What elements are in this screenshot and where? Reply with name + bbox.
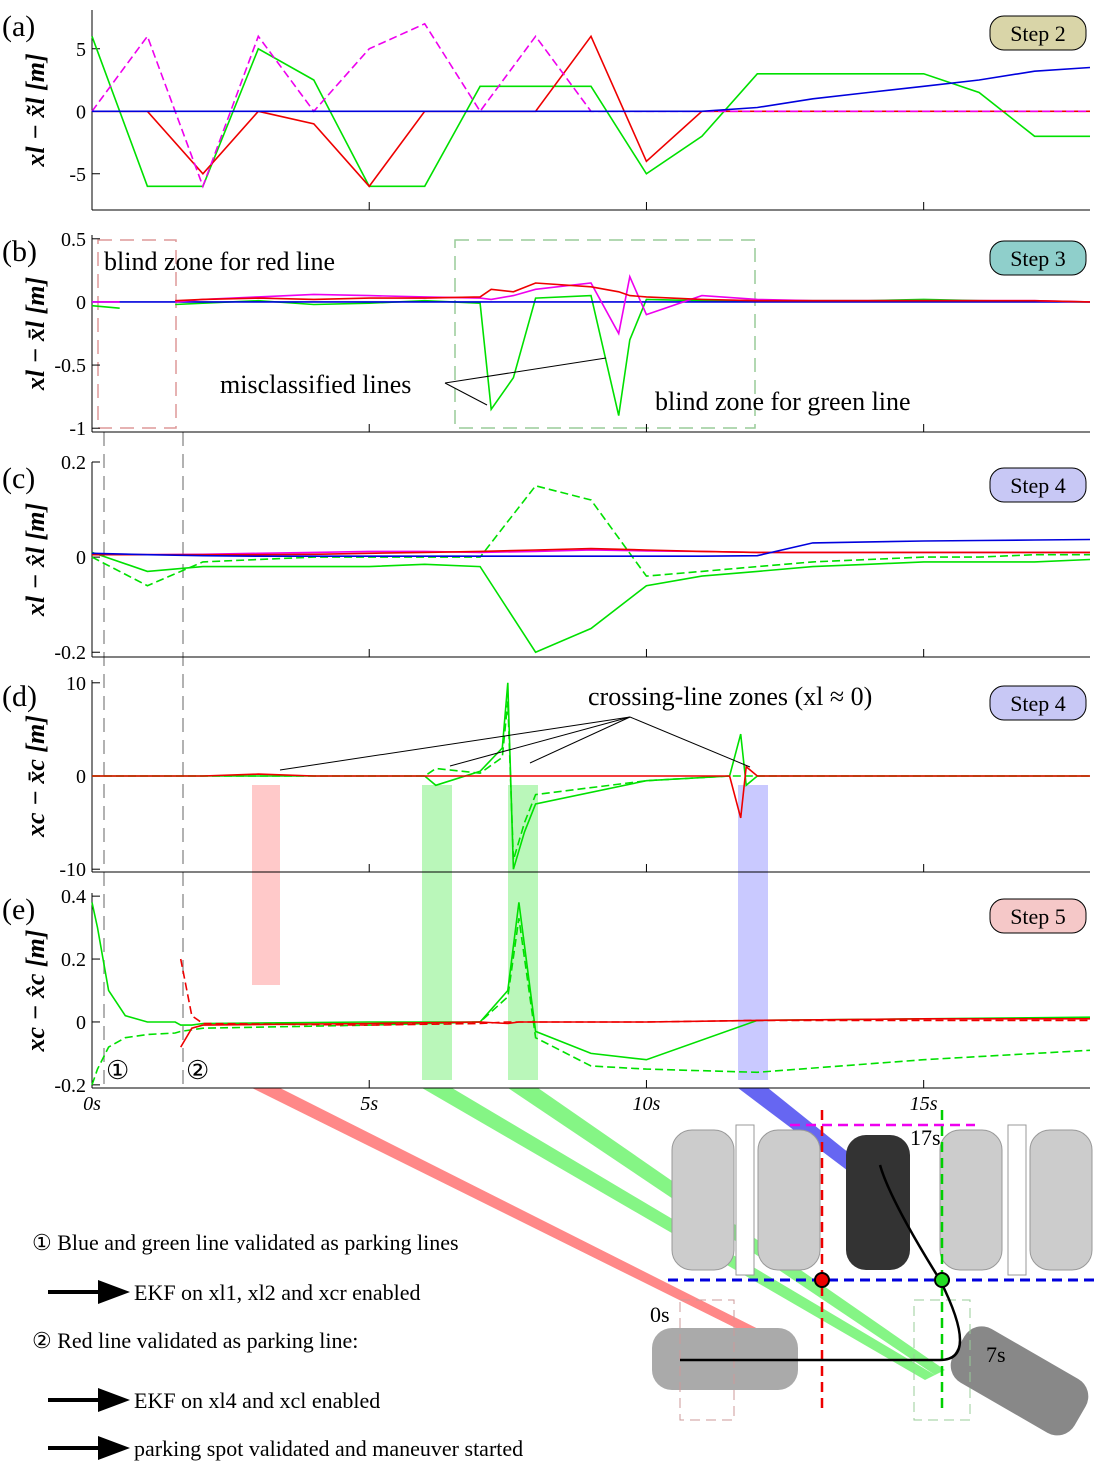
zone-green	[422, 785, 452, 1080]
annotation: blind zone for red line	[104, 247, 335, 276]
step-label: Step 5	[1010, 904, 1066, 929]
y-tick-label: 5	[76, 39, 86, 61]
time-label: 7s	[986, 1342, 1006, 1367]
series-line	[91, 36, 1090, 188]
parked-cars	[671, 1124, 1093, 1276]
red-crossing	[814, 1272, 830, 1288]
y-axis-label: xl − x̂l [m]	[21, 503, 50, 617]
step-badge	[989, 15, 1087, 51]
arrow	[48, 1280, 130, 1304]
y-tick-label: -10	[59, 859, 86, 881]
step-label: Step 4	[1010, 473, 1066, 498]
arrow	[48, 1388, 130, 1412]
series-line	[92, 66, 1091, 113]
note: ② Red line validated as parking line:	[32, 1328, 358, 1353]
green-crossing	[934, 1272, 950, 1288]
note: ① Blue and green line validated as parki…	[32, 1230, 459, 1255]
arrow	[48, 1436, 130, 1460]
series-line	[91, 918, 1091, 1086]
series-line	[180, 1018, 1090, 1048]
series-line	[91, 538, 1091, 557]
x-tick-label: 0s	[83, 1093, 101, 1115]
y-tick-label: 10	[66, 673, 86, 695]
annotation: blind zone for green line	[655, 387, 911, 416]
y-tick-label: -0.5	[54, 355, 86, 377]
y-axis-label: xc − x̄c [m]	[21, 715, 50, 838]
car-7s	[950, 1326, 1089, 1436]
car-17s	[846, 1135, 910, 1270]
arrow	[444, 382, 488, 406]
note: EKF on xl4 and xcl enabled	[134, 1388, 380, 1413]
y-tick-label: 0.2	[61, 949, 86, 971]
step-badge	[989, 685, 1087, 721]
series-line	[92, 701, 1090, 861]
zone-red	[252, 785, 280, 985]
step-label: Step 4	[1010, 691, 1066, 716]
series-line	[91, 304, 120, 309]
series-line	[175, 282, 1091, 303]
annotations: blind zone for red line misclassified li…	[104, 247, 911, 1085]
panel-label: (e)	[2, 893, 35, 926]
series-line	[91, 484, 1090, 587]
step-badge	[989, 898, 1087, 934]
arrows	[279, 716, 751, 771]
y-tick-label: 0.2	[61, 452, 86, 474]
y-tick-label: 0	[76, 766, 86, 788]
annotation: misclassified lines	[220, 370, 411, 399]
x-tick-label: 5s	[360, 1093, 378, 1115]
y-tick-label: 0	[76, 547, 86, 569]
x-tick-label: 15s	[910, 1093, 938, 1115]
charts: 5 0 -5 (a) xl − x̃l [m] Step 2 0.5 0 -0.5 -1 (b) xl…	[2, 10, 1091, 1115]
series-line	[179, 958, 1090, 1026]
annotation: ②	[186, 1056, 209, 1085]
parking-diagram: 17s 0s 7s	[650, 1110, 1096, 1436]
step-label: Step 3	[1010, 246, 1066, 271]
step-badge	[989, 467, 1087, 503]
panel-label: (a)	[2, 10, 35, 43]
step-label: Step 2	[1010, 21, 1066, 46]
panel-label: (b)	[2, 235, 37, 268]
series-line	[91, 902, 1091, 1061]
annotation: crossing-line zones (xl ≈ 0)	[588, 682, 872, 711]
annotation: ①	[106, 1056, 129, 1085]
y-tick-label: 0.5	[61, 229, 86, 251]
y-axis-label: xl − x̃l [m]	[21, 53, 50, 167]
panel-label: (c)	[2, 462, 35, 495]
green-blind-zone	[454, 239, 756, 429]
arrow	[444, 357, 607, 384]
series-line	[91, 551, 1091, 654]
series-line	[92, 765, 1090, 819]
panel-label: (d)	[2, 680, 37, 713]
y-tick-label: -0.2	[54, 1075, 86, 1097]
series-line	[92, 547, 1090, 556]
y-tick-label: -0.2	[54, 642, 86, 664]
series-line	[91, 22, 1090, 189]
step-badge	[989, 240, 1087, 276]
time-label: 17s	[910, 1125, 941, 1150]
y-tick-label: 0.4	[61, 886, 86, 908]
y-tick-label: 0	[76, 1012, 86, 1034]
zone-blue	[738, 785, 768, 1080]
y-axis-label: xl − x̄l [m]	[21, 277, 50, 391]
time-label: 0s	[650, 1302, 670, 1327]
y-tick-label: 0	[76, 292, 86, 314]
note: parking spot validated and maneuver star…	[134, 1436, 523, 1461]
note: EKF on xl1, xl2 and xcr enabled	[134, 1280, 421, 1305]
notes: ① Blue and green line validated as parki…	[32, 1230, 523, 1461]
y-axis-label: xc − x̂c [m]	[21, 930, 50, 1053]
projection-red	[252, 1088, 790, 1350]
y-tick-label: -5	[69, 164, 86, 186]
y-tick-label: -1	[69, 418, 86, 440]
y-tick-label: 0	[76, 101, 86, 123]
blind-zones	[97, 239, 756, 1088]
x-tick-label: 10s	[633, 1093, 661, 1115]
